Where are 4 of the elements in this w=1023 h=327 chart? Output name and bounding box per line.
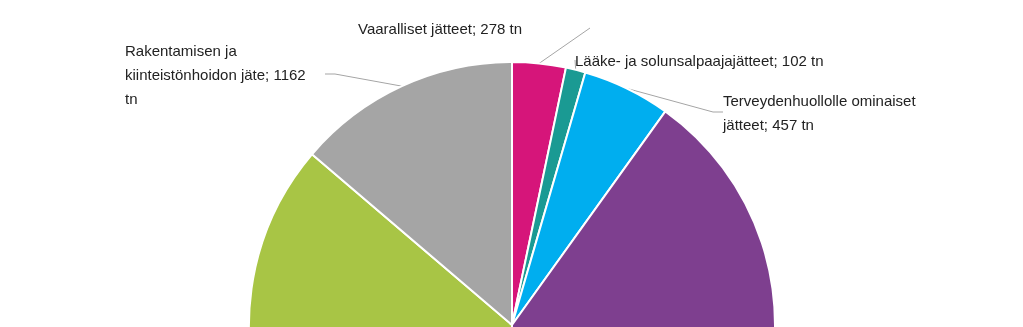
slice-label: Vaaralliset jätteet; 278 tn <box>358 19 522 37</box>
slice-label: Rakentamisen ja kiinteistönhoidon jäte; 1162 tn <box>125 41 310 107</box>
slice-label: Terveydenhuollolle ominaiset jätteet; 457 tn <box>722 91 920 133</box>
slice-label: Lääke- ja solunsalpaajajätteet; 102 tn <box>575 51 824 69</box>
